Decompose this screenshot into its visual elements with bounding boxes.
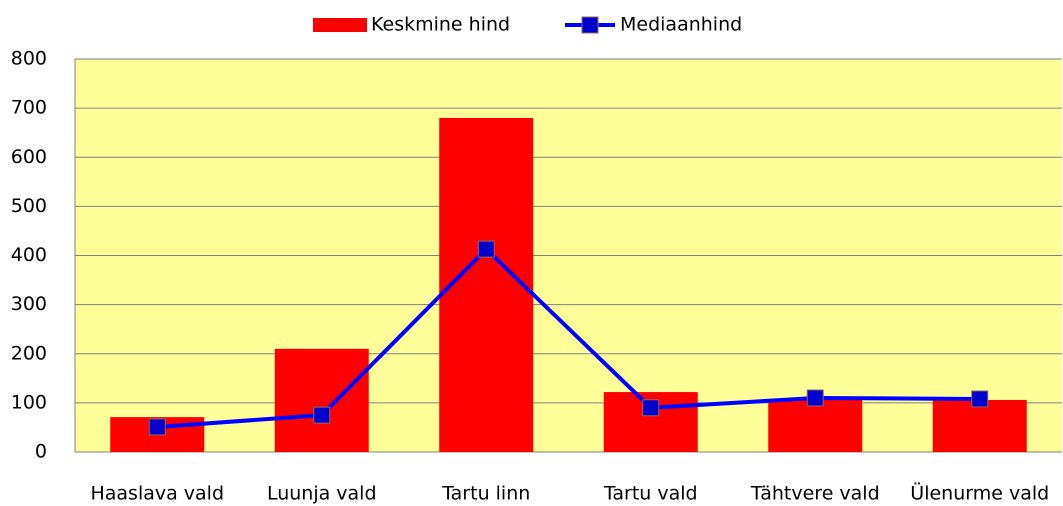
marker xyxy=(806,389,824,407)
marker xyxy=(642,399,660,417)
bar xyxy=(768,399,863,452)
legend: Keskmine hind Mediaanhind xyxy=(313,14,742,36)
marker xyxy=(971,390,989,408)
x-tick-label: Luunja vald xyxy=(267,483,377,505)
y-tick-label: 800 xyxy=(11,48,47,70)
y-tick-label: 400 xyxy=(11,244,47,266)
line xyxy=(157,246,980,429)
bar xyxy=(274,348,369,452)
y-tick-label: 300 xyxy=(11,293,47,315)
y-tick-label: 200 xyxy=(11,342,47,364)
marker xyxy=(313,406,331,424)
y-tick-label: 100 xyxy=(11,391,47,413)
x-tick-label: Tartu linn xyxy=(441,483,530,505)
marker xyxy=(477,240,495,258)
legend-swatch xyxy=(313,18,367,32)
plot-area xyxy=(74,58,1062,453)
x-tick-label: Haaslava vald xyxy=(90,483,224,505)
legend-label: Keskmine hind xyxy=(371,14,510,36)
y-tick-label: 500 xyxy=(11,195,47,217)
x-tick-label: Tartu vald xyxy=(603,483,698,505)
marker xyxy=(148,418,166,436)
bar xyxy=(932,399,1027,452)
x-tick-label: Tähtvere vald xyxy=(750,483,880,505)
bar xyxy=(439,117,534,452)
x-tick-label: Ülenurme vald xyxy=(910,482,1049,505)
y-tick-label: 700 xyxy=(11,97,47,119)
legend-marker xyxy=(581,16,599,34)
y-tick-label: 600 xyxy=(11,146,47,168)
legend-label: Mediaanhind xyxy=(620,14,742,36)
y-tick-label: 0 xyxy=(35,441,47,463)
